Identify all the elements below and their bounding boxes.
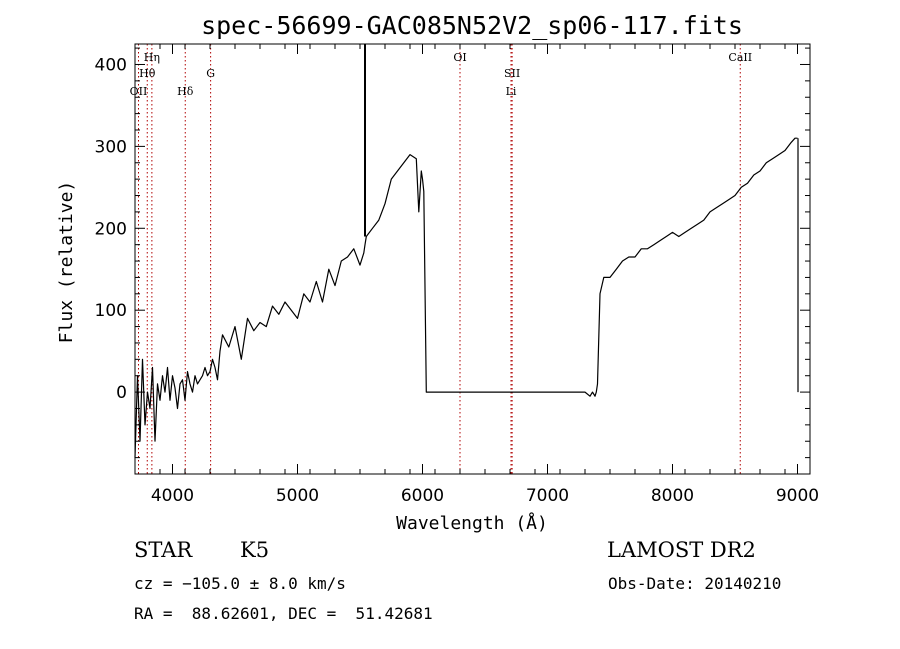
y-tick-label: 100	[95, 301, 127, 321]
y-tick-label: 300	[95, 137, 127, 157]
survey-name: LAMOST DR2	[607, 538, 756, 562]
spectral-line-label: OI	[453, 51, 466, 64]
spectral-line-label: Li	[506, 85, 517, 98]
redshift-text: cz = −105.0 ± 8.0 km/s	[134, 574, 346, 593]
y-axis-label: Flux (relative)	[56, 181, 77, 344]
tick-marks: 4000 5000 6000 7000 8000 9000 0 100 200 300 400	[95, 44, 819, 506]
spectral-line-label: G	[206, 67, 215, 80]
spectral-line-label: Hδ	[177, 85, 194, 98]
x-tick-label: 5000	[276, 486, 319, 506]
line-labels: OII Hη Hθ Hδ G OI SII Li CaII	[130, 51, 752, 98]
x-tick-label: 7000	[526, 486, 569, 506]
series-layer	[134, 44, 799, 458]
observation-date: Obs-Date: 20140210	[608, 574, 782, 593]
spectral-line-label: Hη	[144, 51, 160, 64]
axes	[134, 43, 811, 475]
spectral-line-markers	[138, 44, 741, 474]
spectral-line-label: OII	[130, 85, 148, 98]
object-type: STAR	[134, 538, 193, 562]
y-tick-label: 200	[95, 219, 127, 239]
x-axis-label: Wavelength (Å)	[396, 512, 548, 534]
y-tick-label: 0	[116, 383, 127, 403]
plot-frame	[134, 43, 811, 475]
x-tick-label: 4000	[151, 486, 194, 506]
spectrum-series-line	[134, 137, 798, 458]
y-tick-label: 400	[95, 55, 127, 75]
spectral-line-label: CaII	[728, 51, 752, 64]
x-tick-label: 6000	[401, 486, 444, 506]
chart-title: spec-56699-GAC085N52V2_sp06-117.fits	[201, 11, 743, 40]
spectral-line-label: Hθ	[139, 67, 156, 80]
coordinates-text: RA = 88.62601, DEC = 51.42681	[134, 604, 433, 623]
spectral-line-label: SII	[504, 67, 520, 80]
x-tick-label: 8000	[651, 486, 694, 506]
spectral-subclass: K5	[240, 538, 270, 562]
x-tick-label: 9000	[776, 486, 819, 506]
